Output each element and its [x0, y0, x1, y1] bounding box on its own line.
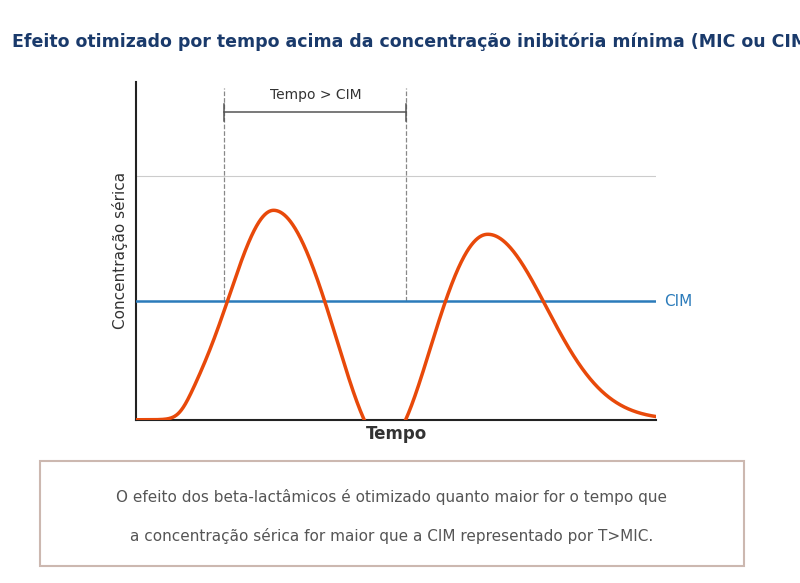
X-axis label: Tempo: Tempo — [366, 426, 426, 443]
Text: a concentração sérica for maior que a CIM representado por T>MIC.: a concentração sérica for maior que a CI… — [130, 528, 654, 544]
Text: CIM: CIM — [664, 294, 692, 309]
Y-axis label: Concentração sérica: Concentração sérica — [112, 172, 128, 329]
Text: O efeito dos beta-lactâmicos é otimizado quanto maior for o tempo que: O efeito dos beta-lactâmicos é otimizado… — [117, 489, 667, 505]
Text: Tempo > CIM: Tempo > CIM — [270, 88, 362, 102]
Text: Efeito otimizado por tempo acima da concentração inibitória mínima (MIC ou CIM): Efeito otimizado por tempo acima da conc… — [12, 32, 800, 51]
